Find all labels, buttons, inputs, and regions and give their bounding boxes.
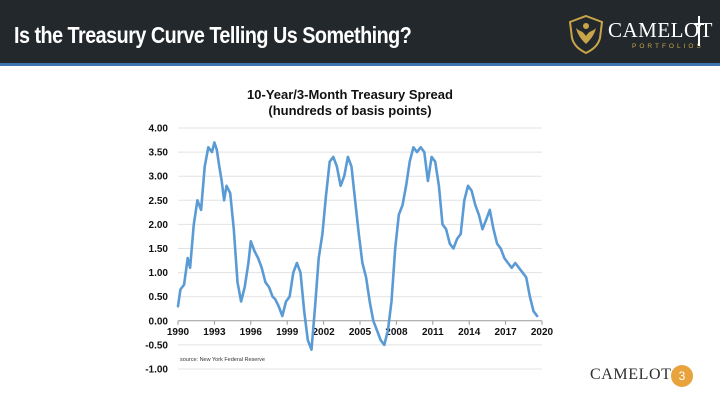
- slide-title: Is the Treasury Curve Telling Us Somethi…: [14, 22, 412, 48]
- y-tick-label: 0.50: [149, 292, 169, 303]
- header-bar: Is the Treasury Curve Telling Us Somethi…: [0, 0, 720, 66]
- logo-wordmark: CAMELOT: [608, 18, 713, 42]
- camelot-logo: CAMELOT PORTFOLIOS: [568, 14, 713, 58]
- x-tick-label: 2020: [531, 327, 554, 338]
- chart-axes: 4.00 3.50 3.00 2.50 2.00 1.50 1.00 0.50 0.00 -0.5…: [145, 124, 553, 376]
- x-tick-label: 1993: [203, 327, 226, 338]
- cross-icon: [694, 16, 704, 46]
- y-tick-label: 2.00: [149, 220, 169, 231]
- chart-subtitle: (hundreds of basis points): [268, 103, 432, 118]
- chart-title: 10-Year/3-Month Treasury Spread: [247, 87, 453, 102]
- y-tick-label: 3.00: [149, 172, 169, 183]
- y-tick-label: 4.00: [149, 124, 169, 135]
- series-line-0: [176, 141, 539, 351]
- x-tick-label: 2017: [494, 327, 517, 338]
- x-tick-label: 1990: [167, 327, 190, 338]
- logo-subtext: PORTFOLIOS: [632, 43, 704, 50]
- y-tick-label: 1.50: [149, 244, 169, 255]
- footer-logo: CAMELOT†: [590, 366, 680, 384]
- y-tick-label: 0.00: [149, 316, 169, 327]
- chart-title-block: 10-Year/3-Month Treasury Spread (hundred…: [160, 87, 540, 119]
- chart-series: [176, 141, 539, 351]
- page-number-badge: 3: [671, 365, 693, 387]
- x-tick-label: 1996: [240, 327, 263, 338]
- shield-crest-icon: [568, 14, 604, 55]
- y-tick-label: -1.00: [145, 365, 168, 376]
- source-note: source: New York Federal Reserve: [180, 357, 265, 363]
- y-tick-label: -0.50: [145, 340, 168, 351]
- x-tick-label: 2014: [458, 327, 481, 338]
- x-tick-label: 2008: [385, 327, 408, 338]
- y-tick-label: 2.50: [149, 196, 169, 207]
- x-tick-label: 2002: [312, 327, 335, 338]
- x-tick-label: 2011: [422, 327, 444, 338]
- x-tick-label: 1999: [276, 327, 299, 338]
- footer-logo-text: CAMELOT: [590, 366, 672, 383]
- y-tick-label: 3.50: [149, 148, 169, 159]
- y-tick-label: 1.00: [149, 268, 169, 279]
- x-tick-label: 2005: [349, 327, 372, 338]
